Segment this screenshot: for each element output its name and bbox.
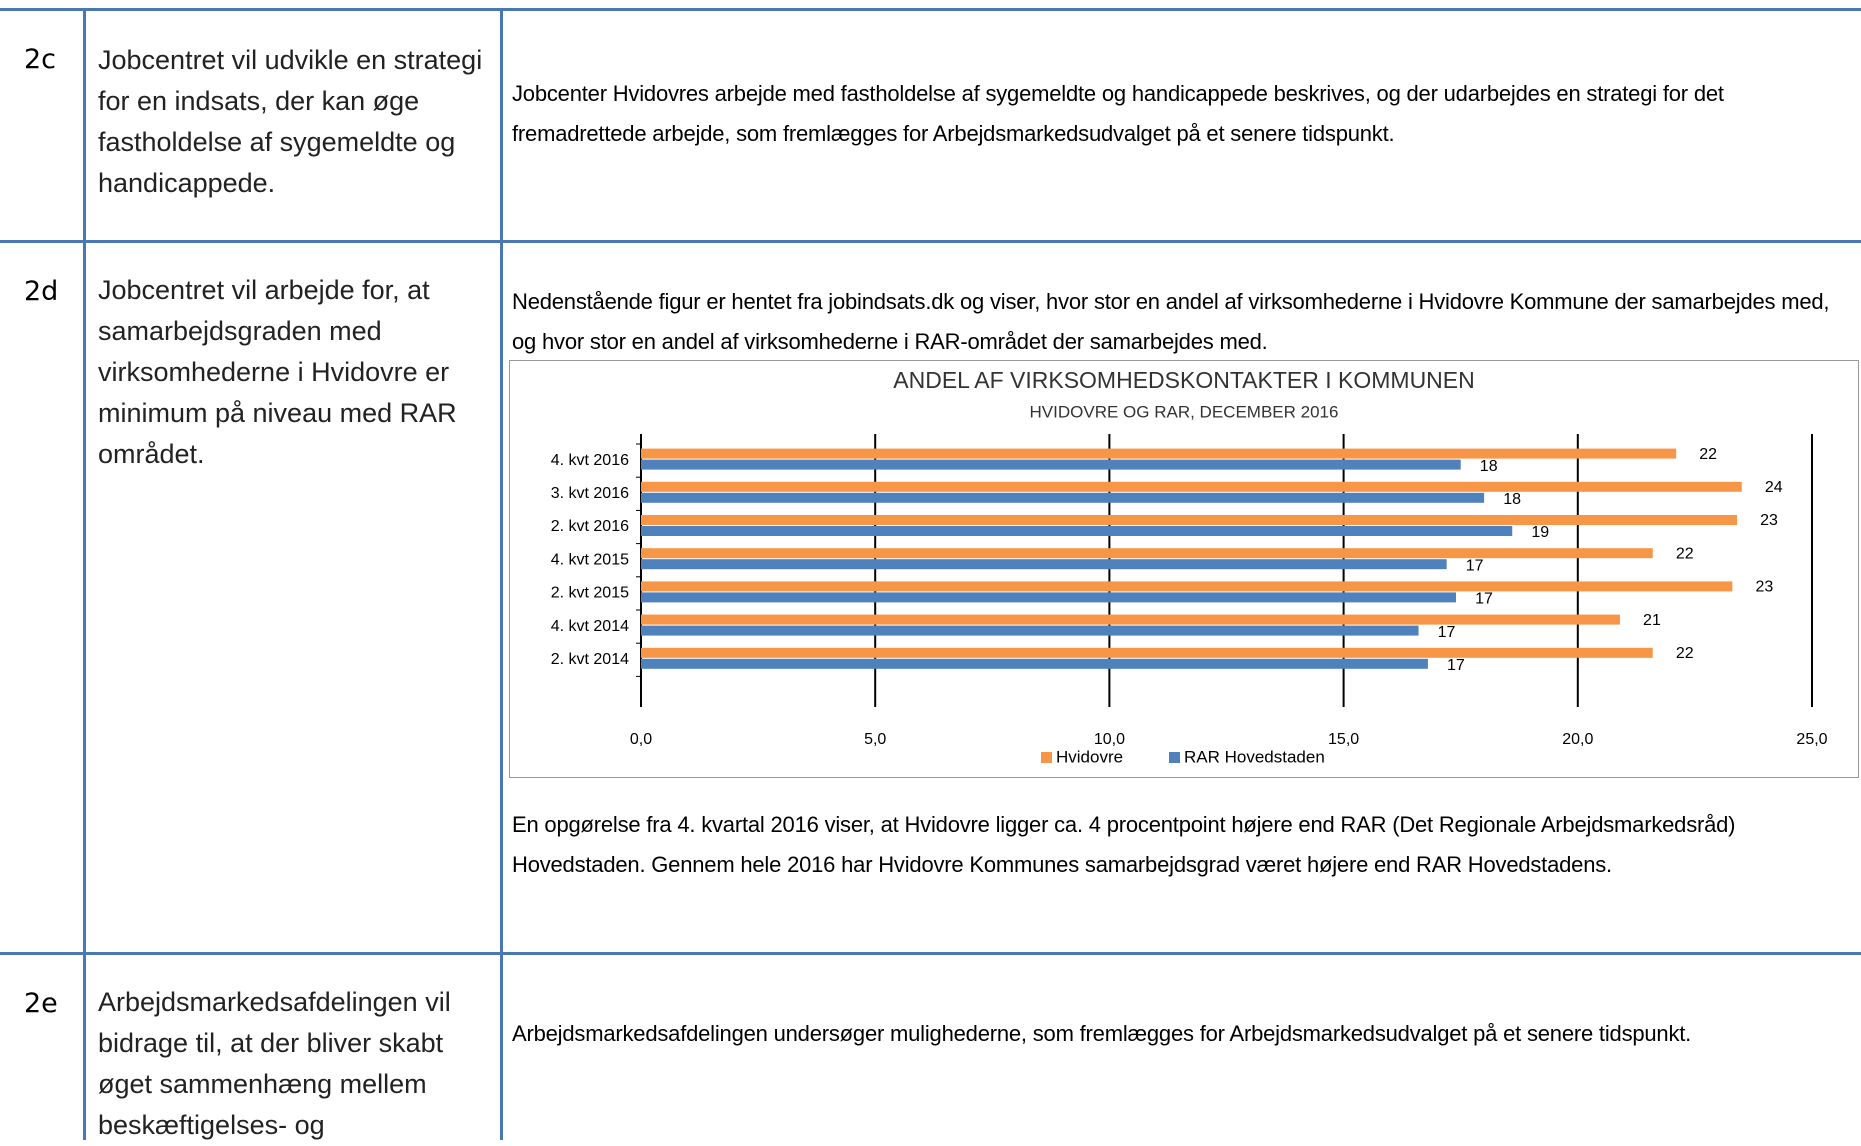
data-label: 17	[1438, 624, 1456, 641]
y-tick-label: 4. kvt 2014	[551, 618, 629, 635]
y-tick-label: 3. kvt 2016	[551, 485, 629, 502]
data-label: 21	[1643, 612, 1661, 629]
y-tick-label: 4. kvt 2016	[551, 452, 629, 469]
bar	[641, 614, 1620, 625]
legend-label: RAR Hovedstaden	[1184, 747, 1325, 766]
y-tick-label: 2. kvt 2014	[551, 651, 629, 668]
row-text: Jobcenter Hvidovres arbejde med fasthold…	[512, 81, 1724, 146]
chart-subtitle: HVIDOVRE OG RAR, DECEMBER 2016	[1030, 402, 1339, 421]
col-border	[500, 8, 503, 1140]
row-border	[0, 8, 1861, 11]
x-tick-label: 20,0	[1562, 731, 1593, 748]
chart: ANDEL AF VIRKSOMHEDSKONTAKTER I KOMMUNEN…	[509, 360, 1859, 778]
bar	[641, 548, 1653, 559]
row-id: 2e	[24, 988, 58, 1019]
legend-swatch	[1041, 752, 1052, 763]
bar	[641, 459, 1461, 470]
legend-swatch	[1169, 752, 1180, 763]
data-label: 18	[1503, 491, 1521, 508]
data-label: 17	[1447, 657, 1465, 674]
data-label: 22	[1699, 446, 1717, 463]
bar	[641, 481, 1742, 492]
bar	[641, 492, 1485, 503]
data-label: 18	[1480, 458, 1498, 475]
bar	[641, 515, 1738, 525]
data-label: 24	[1765, 479, 1783, 496]
bar	[641, 625, 1419, 636]
col-border	[83, 8, 86, 1140]
data-label: 23	[1760, 512, 1778, 529]
data-label: 17	[1466, 557, 1484, 574]
x-tick-label: 15,0	[1328, 731, 1359, 748]
data-label: 22	[1676, 545, 1694, 562]
data-label: 22	[1676, 645, 1694, 662]
row-goal: Jobcentret vil arbejde for, at samarbejd…	[98, 275, 457, 469]
row-goal: Jobcentret vil udvikle en strategi for e…	[98, 45, 483, 198]
y-tick-label: 4. kvt 2015	[551, 551, 629, 568]
data-label: 23	[1755, 579, 1773, 596]
row-border	[0, 240, 1861, 243]
row-id: 2d	[24, 276, 59, 307]
row-text: En opgørelse fra 4. kvartal 2016 viser, …	[512, 812, 1736, 877]
y-tick-label: 2. kvt 2015	[551, 585, 629, 602]
chart-title: ANDEL AF VIRKSOMHEDSKONTAKTER I KOMMUNEN	[893, 367, 1474, 393]
x-tick-label: 5,0	[864, 731, 886, 748]
row-text: Nedenstående figur er hentet fra jobinds…	[512, 289, 1830, 354]
legend-label: Hvidovre	[1056, 747, 1123, 766]
row-id: 2c	[24, 44, 57, 75]
x-tick-label: 0,0	[630, 731, 652, 748]
bar	[641, 526, 1513, 536]
bar	[641, 448, 1677, 459]
y-tick-label: 2. kvt 2016	[551, 518, 629, 535]
bar	[641, 592, 1457, 603]
row-border	[0, 952, 1861, 955]
row-goal: Arbejdsmarkedsafdelingen vil bidrage til…	[98, 987, 451, 1140]
data-label: 19	[1531, 524, 1549, 541]
x-tick-label: 10,0	[1094, 731, 1125, 748]
bar	[641, 581, 1733, 592]
bar	[641, 559, 1447, 570]
x-tick-label: 25,0	[1796, 731, 1827, 748]
row-text: Arbejdsmarkedsafdelingen undersøger muli…	[512, 1021, 1692, 1046]
bar	[641, 647, 1653, 658]
data-label: 17	[1475, 591, 1493, 608]
bar	[641, 658, 1428, 669]
